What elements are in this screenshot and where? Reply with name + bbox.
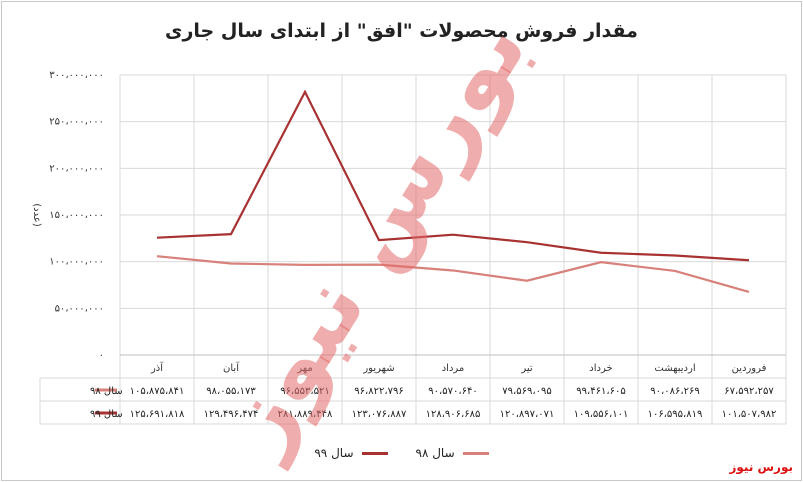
data-label: ۹۹،۴۶۱،۶۰۵ bbox=[576, 386, 625, 397]
category-label: شهریور bbox=[362, 363, 394, 374]
legend-item-99: سال ۹۹ bbox=[314, 446, 388, 460]
category-label: خرداد bbox=[589, 363, 612, 374]
category-label: آبان bbox=[223, 361, 240, 374]
data-label: ۱۰۶،۵۹۵،۸۱۹ bbox=[648, 409, 703, 420]
legend-label-98: سال ۹۸ bbox=[415, 446, 455, 460]
data-label: ۱۲۳،۰۷۶،۸۸۷ bbox=[352, 409, 407, 420]
data-label: ۱۲۸،۹۰۶،۶۸۵ bbox=[426, 409, 481, 420]
brand-logo: بورس نیوز bbox=[729, 460, 793, 474]
data-label: ۱۲۵،۶۹۱،۸۱۸ bbox=[130, 409, 185, 420]
data-label: ۱۰۵،۸۷۵،۸۴۱ bbox=[130, 386, 185, 397]
data-label: ۹۰،۰۸۶،۲۶۹ bbox=[650, 386, 699, 397]
legend-swatch-99 bbox=[361, 451, 388, 455]
data-label: ۱۲۹،۴۹۶،۴۷۴ bbox=[204, 409, 259, 420]
category-label: آذر bbox=[150, 361, 164, 374]
data-label: ۱۲۰،۸۹۷،۰۷۱ bbox=[500, 409, 555, 420]
data-label: ۲۸۱،۸۸۹،۴۴۸ bbox=[278, 409, 333, 420]
data-label: ۹۶،۵۵۳،۵۲۱ bbox=[280, 386, 329, 397]
y-tick-label: ۳۰۰،۰۰۰،۰۰۰ bbox=[49, 70, 104, 81]
y-tick-label: ۲۵۰،۰۰۰،۰۰۰ bbox=[49, 117, 104, 128]
legend-label-99: سال ۹۹ bbox=[314, 446, 354, 460]
data-label: ۹۰،۵۷۰،۶۴۰ bbox=[428, 386, 477, 397]
y-tick-label: ۰ bbox=[99, 350, 104, 361]
y-tick-label: ۵۰،۰۰۰،۰۰۰ bbox=[55, 303, 104, 314]
data-label: ۷۹،۵۶۹،۰۹۵ bbox=[502, 386, 551, 397]
category-label: فروردین bbox=[732, 363, 767, 374]
category-label: مهر bbox=[296, 363, 312, 374]
data-label: ۹۶،۸۲۲،۷۹۶ bbox=[354, 386, 403, 397]
data-label: ۹۸،۰۵۵،۱۷۳ bbox=[206, 386, 256, 397]
legend-item-98: سال ۹۸ bbox=[416, 446, 489, 460]
category-label: اردیبهشت bbox=[654, 363, 695, 374]
y-tick-label: ۱۰۰،۰۰۰،۰۰۰ bbox=[49, 257, 104, 268]
y-tick-label: ۲۰۰،۰۰۰،۰۰۰ bbox=[49, 163, 104, 174]
data-label: ۱۰۱،۵۰۷،۹۸۲ bbox=[722, 409, 777, 420]
legend: سال ۹۸ سال ۹۹ bbox=[0, 446, 803, 460]
legend-swatch-98 bbox=[462, 451, 489, 455]
y-axis-label: (عدد) bbox=[31, 203, 42, 227]
table-row-label: سال ۹۹ bbox=[90, 409, 123, 420]
category-label: تیر bbox=[520, 363, 533, 374]
chart-title: مقدار فروش محصولات "افق" از ابتدای سال ج… bbox=[165, 20, 638, 42]
category-label: مرداد bbox=[442, 363, 465, 374]
data-label: ۶۷،۵۹۲،۲۵۷ bbox=[724, 386, 774, 397]
y-tick-label: ۱۵۰،۰۰۰،۰۰۰ bbox=[49, 210, 104, 221]
data-label: ۱۰۹،۵۵۶،۱۰۱ bbox=[574, 409, 629, 420]
table-row-label: سال ۹۸ bbox=[90, 386, 123, 397]
